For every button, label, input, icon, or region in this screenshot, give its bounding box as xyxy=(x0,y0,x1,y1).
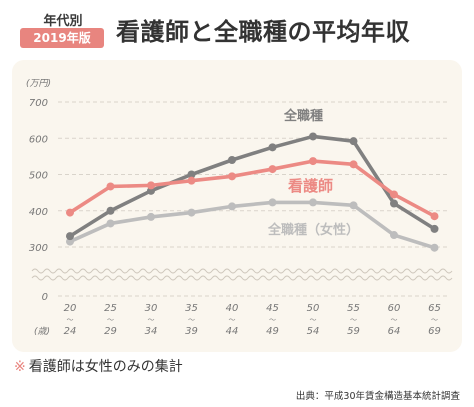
y-tick-label-700: 700 xyxy=(29,98,48,109)
y-tick-label-600: 600 xyxy=(29,134,48,145)
x-tick-top-35: 35 xyxy=(185,303,198,314)
data-point-nurse-4 xyxy=(228,172,236,181)
data-point-all_jobs_female-4 xyxy=(228,202,236,211)
x-tick-bottom-64: 64 xyxy=(388,326,401,337)
data-point-all_jobs-0 xyxy=(66,232,74,241)
x-tick-bottom-69: 69 xyxy=(428,326,441,337)
data-point-all_jobs_female-9 xyxy=(430,243,439,252)
x-tick-bottom-44: 44 xyxy=(226,326,239,337)
x-tick-bottom-39: 39 xyxy=(185,326,198,337)
page-title: 看護師と全職種の平均年収 xyxy=(116,18,410,46)
data-point-nurse-8 xyxy=(390,190,398,199)
data-point-nurse-0 xyxy=(66,208,74,217)
y-tick-label-500: 500 xyxy=(29,171,48,182)
data-point-all_jobs-6 xyxy=(309,132,317,141)
data-point-all_jobs-7 xyxy=(349,137,358,146)
x-tick-range-30: 〜 xyxy=(148,316,155,324)
data-point-all_jobs-1 xyxy=(106,206,115,215)
data-point-nurse-9 xyxy=(430,212,439,221)
footnote-mark: ※ xyxy=(14,359,26,375)
data-point-all_jobs_female-6 xyxy=(309,198,317,207)
x-tick-range-45: 〜 xyxy=(269,316,276,324)
x-tick-top-30: 30 xyxy=(145,303,158,314)
x-tick-range-65: 〜 xyxy=(431,316,438,324)
x-tick-top-20: 20 xyxy=(64,303,77,314)
line-chart: (万円) 700 600 500 400 300 0 20 〜 24 25 〜 29 30 〜 34 35 〜 39… xyxy=(26,79,453,337)
footnote-text: 看護師は女性のみの集計 xyxy=(28,359,183,375)
axis-break-wave-bottom xyxy=(31,275,453,281)
y-unit-label: (万円) xyxy=(26,79,51,89)
x-tick-bottom-24: 24 xyxy=(64,326,77,337)
data-point-all_jobs_female-8 xyxy=(390,231,398,240)
period-tag-label: 年代別 xyxy=(43,14,83,29)
header: 年代別 2019年版 看護師と全職種の平均年収 xyxy=(0,0,474,56)
x-tick-top-60: 60 xyxy=(388,303,401,314)
x-tick-bottom-54: 54 xyxy=(307,326,320,337)
series-line-all_jobs_female xyxy=(68,200,437,250)
x-tick-bottom-29: 29 xyxy=(104,326,117,337)
data-point-all_jobs-9 xyxy=(430,224,439,233)
x-tick-range-50: 〜 xyxy=(310,316,317,324)
data-point-nurse-2 xyxy=(147,181,155,190)
data-point-all_jobs_female-7 xyxy=(349,201,358,210)
y-tick-label-0: 0 xyxy=(42,292,48,303)
data-point-all_jobs-3 xyxy=(187,170,196,179)
data-point-all_jobs_female-2 xyxy=(147,212,155,221)
x-tick-top-25: 25 xyxy=(104,303,117,314)
data-point-nurse-1 xyxy=(106,182,115,191)
x-tick-top-40: 40 xyxy=(226,303,239,314)
chart-panel: (万円) 700 600 500 400 300 0 20 〜 24 25 〜 29 30 〜 34 35 〜 39… xyxy=(12,60,462,352)
data-point-all_jobs-8 xyxy=(390,199,398,208)
x-unit-label: (歳) xyxy=(34,326,50,337)
x-tick-range-20: 〜 xyxy=(67,316,74,324)
x-tick-top-50: 50 xyxy=(307,303,320,314)
series-label-all_jobs: 全職種 xyxy=(283,108,323,124)
y-tick-label-400: 400 xyxy=(29,207,48,218)
series-label-nurse: 看護師 xyxy=(288,177,333,195)
data-point-all_jobs-5 xyxy=(268,143,277,152)
x-tick-bottom-59: 59 xyxy=(347,326,360,337)
data-point-nurse-5 xyxy=(268,165,277,174)
series-line-all_jobs xyxy=(68,134,437,238)
x-tick-range-55: 〜 xyxy=(350,316,357,324)
data-point-nurse-7 xyxy=(349,160,358,169)
x-tick-top-65: 65 xyxy=(428,303,441,314)
series-label-all_jobs_female: 全職種（女性） xyxy=(267,222,359,238)
data-point-all_jobs_female-5 xyxy=(268,198,277,207)
footnote: ※ 看護師は女性のみの集計 xyxy=(14,356,183,376)
x-tick-top-55: 55 xyxy=(347,303,360,314)
series-line-nurse xyxy=(68,159,437,218)
data-point-nurse-6 xyxy=(309,157,317,166)
x-tick-range-60: 〜 xyxy=(391,316,398,324)
axis-break-wave-top xyxy=(31,268,453,274)
x-tick-top-45: 45 xyxy=(266,303,279,314)
y-tick-label-300: 300 xyxy=(29,243,48,254)
x-tick-range-35: 〜 xyxy=(188,316,195,324)
x-tick-range-40: 〜 xyxy=(229,316,236,324)
x-tick-bottom-34: 34 xyxy=(145,326,158,337)
x-tick-bottom-49: 49 xyxy=(266,326,279,337)
year-badge: 2019年版 xyxy=(20,28,104,48)
data-point-all_jobs-4 xyxy=(228,156,236,164)
data-point-nurse-3 xyxy=(187,176,196,185)
data-point-all_jobs_female-3 xyxy=(187,208,196,217)
source-citation: 出典：平成30年賃金構造基本統計調査 xyxy=(295,391,460,402)
data-point-all_jobs_female-1 xyxy=(106,219,115,228)
x-tick-range-25: 〜 xyxy=(107,316,114,324)
